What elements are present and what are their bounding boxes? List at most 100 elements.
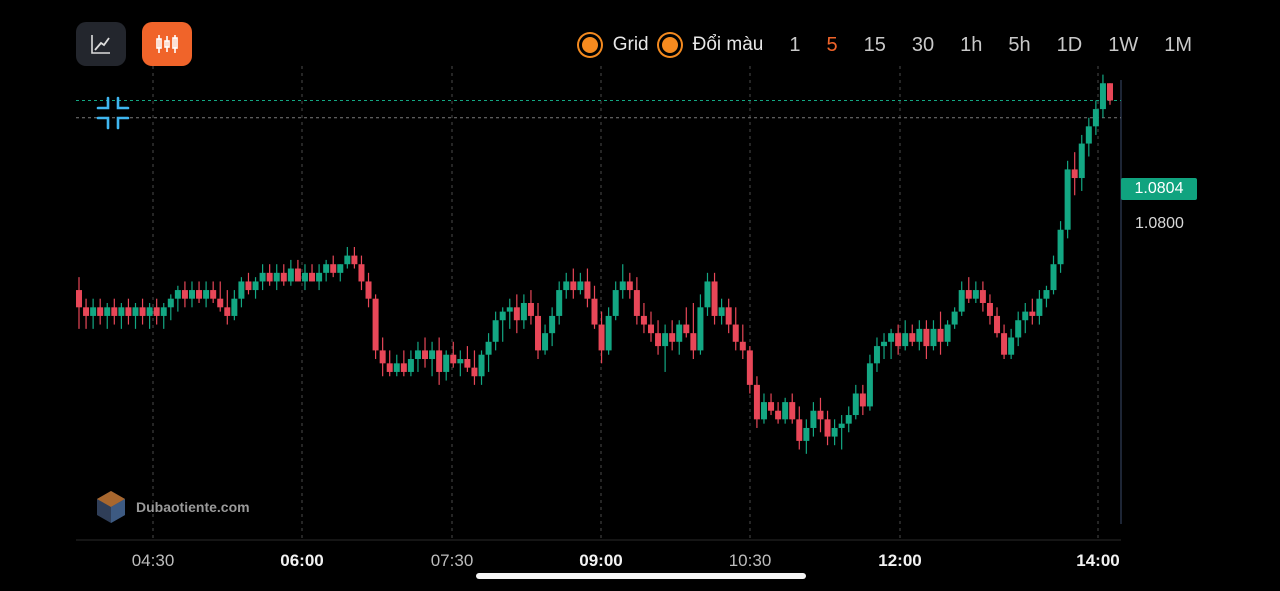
candle-body [866, 363, 873, 407]
color-radio-icon [658, 34, 681, 56]
candle-body [492, 320, 499, 342]
timeframe-1[interactable]: 1 [789, 33, 801, 56]
candle-body [739, 341, 746, 351]
x-tick-label: 04:30 [131, 551, 175, 570]
line-chart-button[interactable] [76, 22, 126, 66]
candle-body [351, 255, 358, 265]
candle-body [506, 307, 513, 312]
candle-body [972, 290, 979, 299]
candle-body [775, 410, 782, 420]
candle-body [139, 307, 146, 316]
timeframe-1D[interactable]: 1D [1056, 33, 1083, 56]
candle-body [429, 350, 436, 360]
candle-body [1064, 169, 1071, 230]
candle-body [1043, 290, 1050, 299]
timeframe-30[interactable]: 30 [911, 33, 935, 56]
candle-body [301, 272, 308, 282]
candle-body [457, 359, 464, 364]
candle-body [845, 415, 852, 424]
grid-radio-icon [578, 34, 601, 56]
candle-body [1050, 264, 1057, 291]
candle-body [132, 307, 139, 316]
grid-label: Grid [612, 34, 649, 55]
candle-body [937, 328, 944, 342]
candle-body [471, 367, 478, 377]
candle-body [90, 307, 97, 316]
candle-body [831, 427, 838, 437]
timeframe-5h[interactable]: 5h [1008, 33, 1031, 56]
candle-body [210, 290, 217, 299]
price-level-label: 1.0800 [1135, 215, 1184, 232]
candle-body [83, 307, 90, 316]
candle-body [181, 290, 188, 299]
candle-body [196, 290, 203, 299]
candle-body [640, 315, 647, 325]
candle-body [245, 281, 252, 291]
candle-body [407, 359, 414, 372]
candle-body [238, 281, 245, 299]
candle-body [676, 324, 683, 342]
candle-body [414, 350, 421, 360]
candle-body [379, 350, 386, 364]
candle-body [626, 281, 633, 291]
timeframe-1W[interactable]: 1W [1108, 33, 1139, 56]
candle-body [1085, 126, 1092, 144]
candle-body [252, 281, 259, 291]
candle-body [1008, 337, 1015, 355]
candle-body [683, 324, 690, 334]
collapse-icon[interactable] [96, 96, 130, 130]
candle-body [542, 333, 549, 351]
candle-body [633, 290, 640, 316]
candle-body [923, 328, 930, 347]
candle-body [273, 272, 280, 282]
color-label: Đổi màu [692, 34, 764, 55]
timeframe-1h[interactable]: 1h [960, 33, 983, 56]
line-chart-icon [91, 35, 110, 54]
watermark-logo-icon [97, 491, 125, 523]
candle-body [203, 290, 210, 299]
candle-body [1107, 83, 1113, 101]
candle-body [280, 272, 287, 282]
candle-body [549, 315, 556, 334]
candle-body [986, 303, 993, 316]
candle-body [909, 333, 916, 342]
candle-body [231, 298, 238, 316]
candle-body [217, 298, 224, 308]
candle-body [669, 333, 676, 342]
candle-body [287, 268, 294, 282]
candle-body [372, 298, 379, 351]
candle-body [153, 307, 160, 316]
timeframe-5[interactable]: 5 [826, 33, 838, 56]
candle-body [146, 307, 153, 316]
timeframe-1M[interactable]: 1M [1164, 33, 1192, 56]
candle-body [1071, 169, 1078, 179]
candle-body [803, 427, 810, 441]
candle-body [1078, 143, 1085, 179]
candle-body [400, 363, 407, 372]
candle-body [520, 303, 527, 321]
candle-body [746, 350, 753, 385]
candle-body [958, 290, 965, 312]
candle-body [690, 333, 697, 351]
grid-toggle[interactable]: Grid [578, 34, 649, 56]
candle-body [902, 333, 909, 347]
color-toggle[interactable]: Đổi màu [658, 34, 764, 56]
current-price-label: 1.0804 [1121, 178, 1197, 200]
candle-body [1001, 333, 1008, 355]
candle-body [718, 307, 725, 316]
candle-body [619, 281, 626, 291]
timeframe-15[interactable]: 15 [863, 33, 886, 56]
candle-body [344, 255, 351, 265]
candle-body [294, 268, 301, 282]
candle-body [577, 281, 584, 291]
candle-body [1057, 229, 1064, 265]
candlestick-chart-button[interactable] [142, 22, 192, 66]
candle-body [513, 307, 520, 321]
candle-body [1029, 311, 1036, 316]
candle-body [852, 393, 859, 416]
candle-body [330, 264, 337, 273]
home-indicator[interactable] [476, 573, 806, 579]
candle-body [323, 264, 330, 273]
candle-body [584, 281, 591, 299]
